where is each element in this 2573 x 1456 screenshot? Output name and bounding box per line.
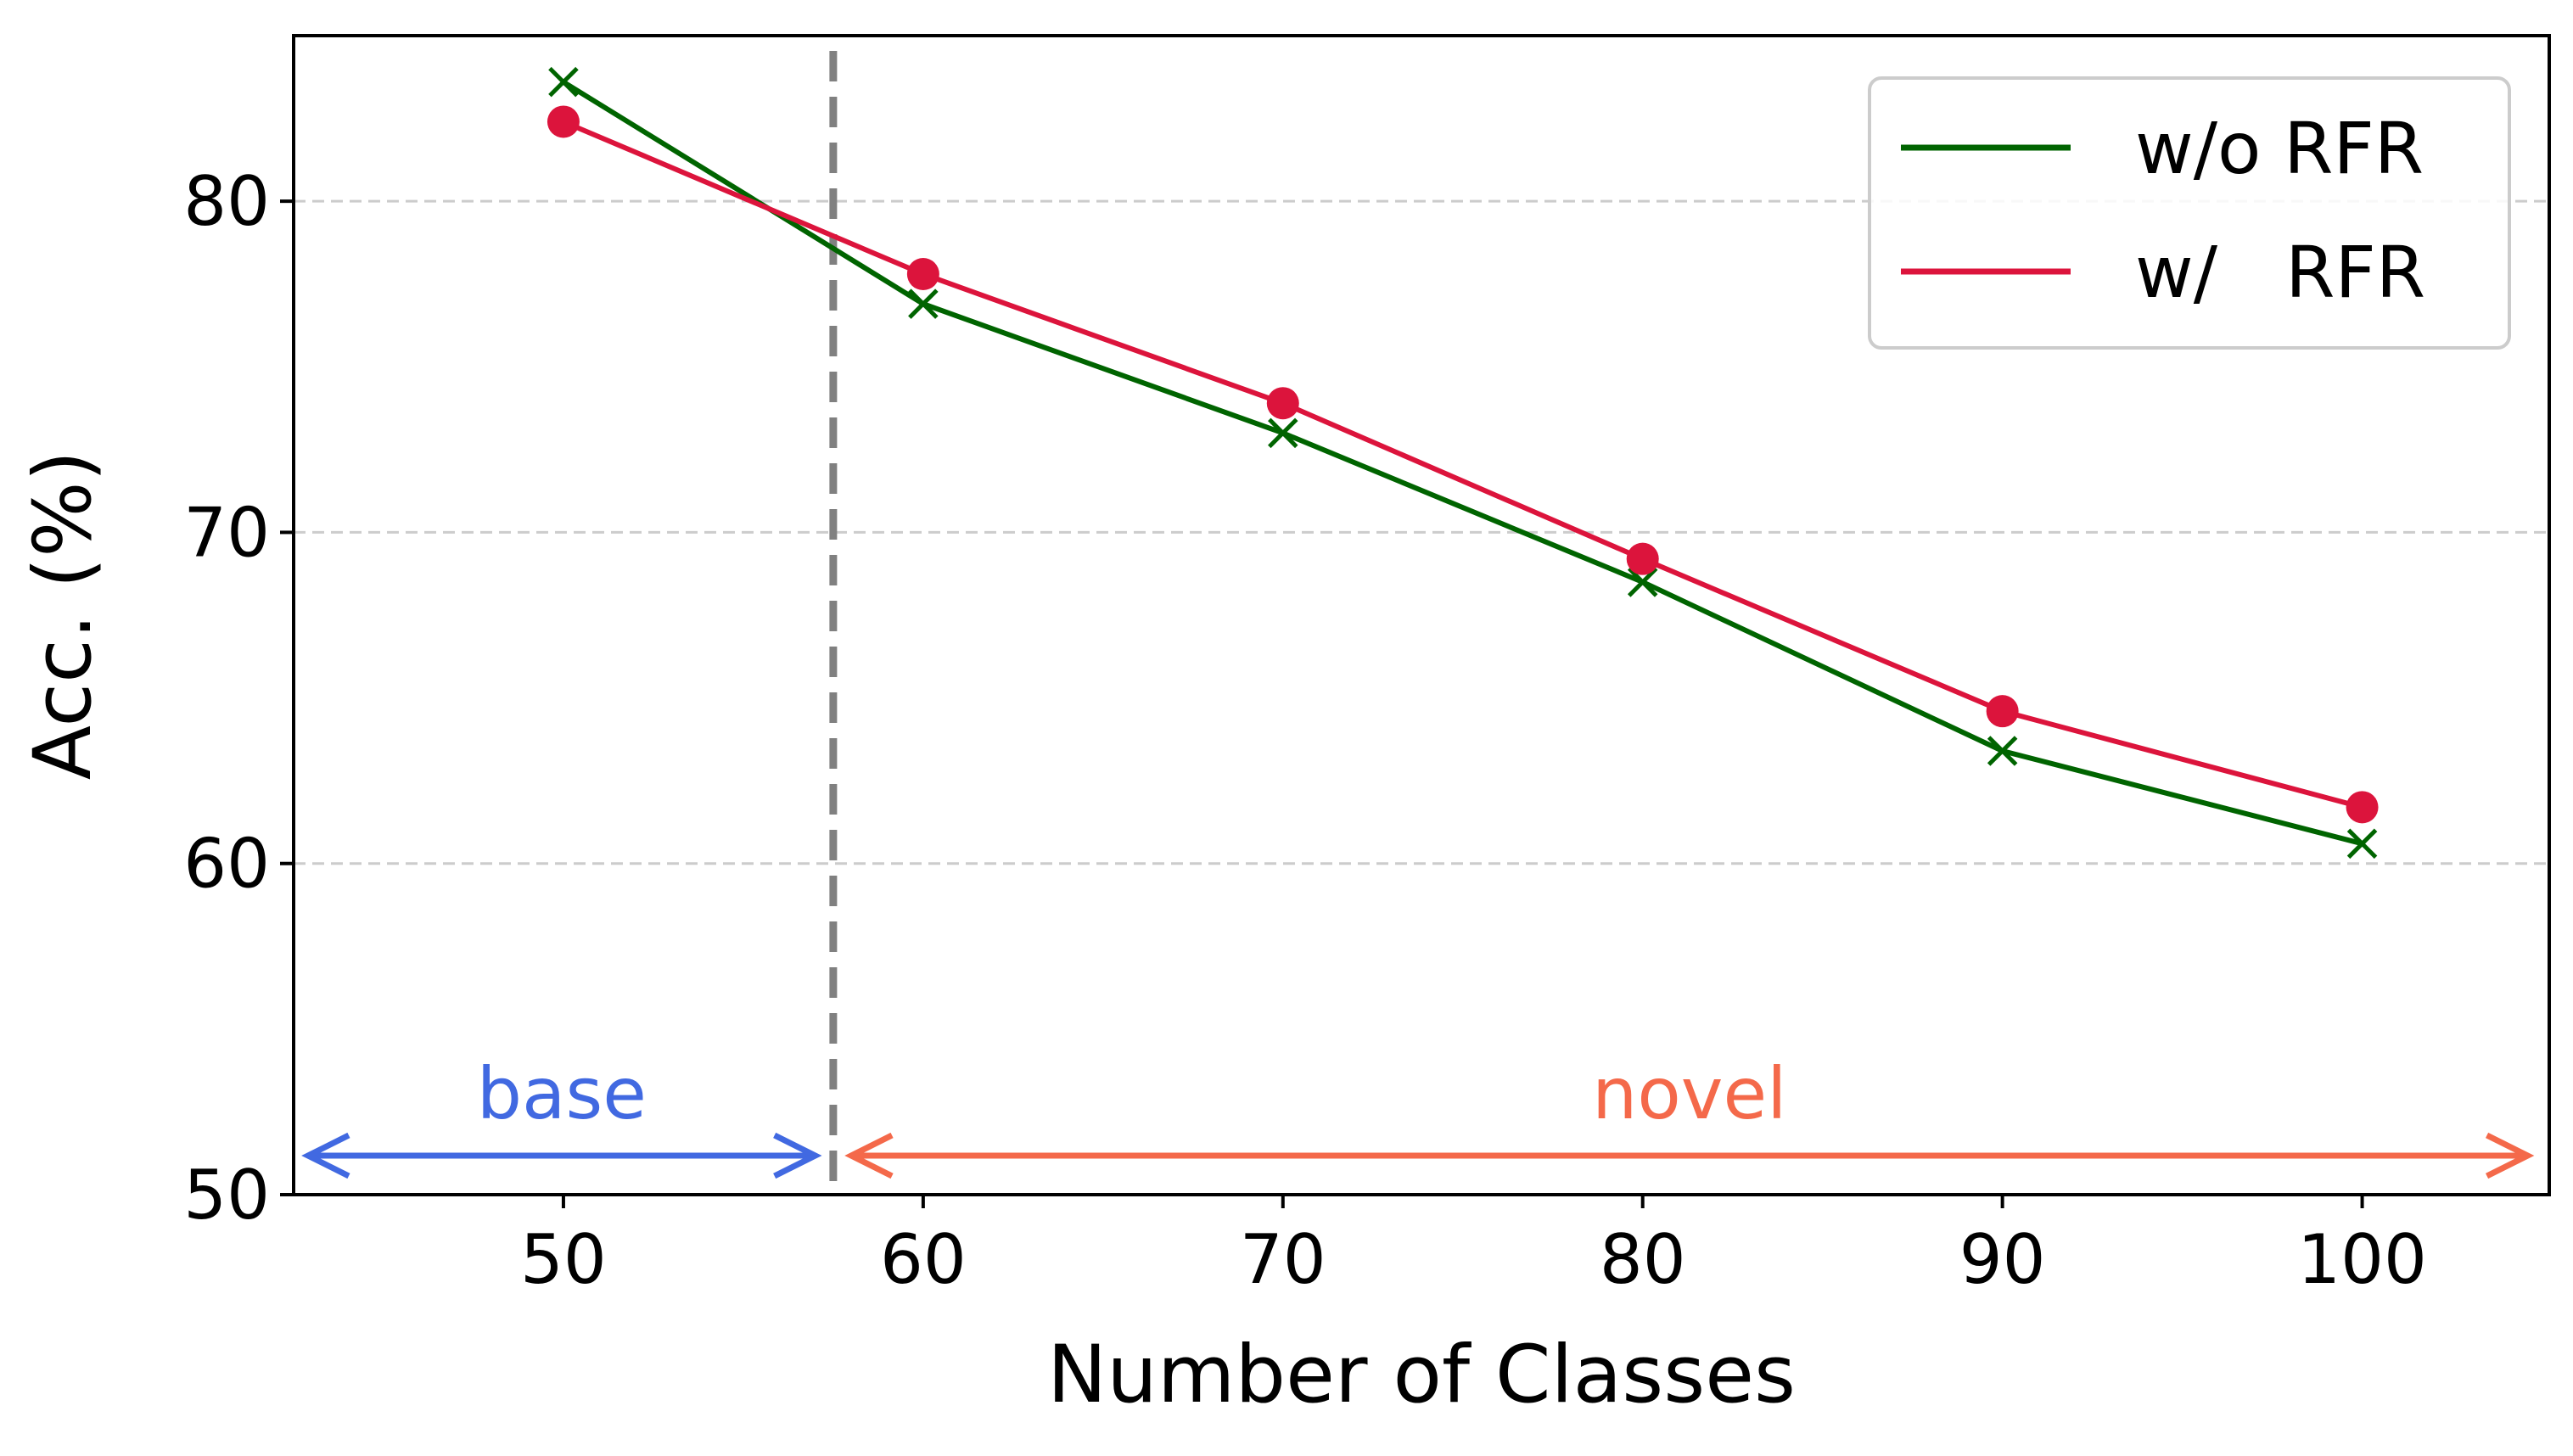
series-line-1 bbox=[562, 80, 2363, 847]
region-arrowhead-left-base bbox=[301, 1132, 350, 1179]
axis-ticks: 50 60 70 80 50 60 70 80 90 100 bbox=[183, 162, 2427, 1299]
region-annotations: base novel bbox=[301, 1052, 2535, 1179]
x-tick-label-90: 90 bbox=[1959, 1220, 2046, 1299]
y-tick-label-70: 70 bbox=[183, 493, 270, 572]
x-tick-label-100: 100 bbox=[2297, 1220, 2427, 1299]
region-base: base bbox=[301, 1052, 822, 1179]
series-1-point-70 bbox=[1268, 417, 1298, 449]
series-1-point-60 bbox=[908, 288, 939, 319]
grid-lines bbox=[294, 199, 2549, 865]
series-2-point-80 bbox=[1626, 542, 1659, 575]
series-2-point-60 bbox=[906, 258, 939, 291]
region-arrowhead-right-novel bbox=[2485, 1132, 2535, 1179]
region-label-base: base bbox=[477, 1052, 647, 1135]
series-1-point-90 bbox=[1987, 736, 2018, 766]
y-axis-title: Acc. (%) bbox=[17, 451, 109, 780]
region-arrowhead-right-base bbox=[773, 1132, 822, 1179]
region-label-novel: novel bbox=[1592, 1052, 1786, 1135]
x-tick-label-80: 80 bbox=[1600, 1220, 1686, 1299]
plot-frame bbox=[292, 34, 2551, 1196]
x-axis-title: Number of Classes bbox=[1047, 1329, 1796, 1421]
x-tick-label-60: 60 bbox=[880, 1220, 967, 1299]
series-2-point-70 bbox=[1266, 387, 1299, 420]
y-tick-label-60: 60 bbox=[183, 825, 270, 904]
x-tick-label-70: 70 bbox=[1240, 1220, 1326, 1299]
legend-label-1: w/o RFR bbox=[2135, 107, 2424, 190]
series-1-point-100 bbox=[2346, 828, 2378, 860]
series-group bbox=[547, 66, 2379, 860]
series-2-point-100 bbox=[2346, 791, 2379, 824]
region-novel: novel bbox=[844, 1052, 2535, 1179]
series-1-point-80 bbox=[1627, 567, 1658, 597]
legend-label-2: w/ RFR bbox=[2135, 231, 2425, 314]
y-tick-label-50: 50 bbox=[183, 1156, 270, 1235]
series-2-point-50 bbox=[547, 105, 580, 138]
y-tick-label-80: 80 bbox=[183, 162, 270, 241]
series-line-2 bbox=[562, 119, 2363, 810]
series-2-point-90 bbox=[1986, 695, 2019, 728]
legend: w/o RFR w/ RFR bbox=[1868, 76, 2511, 350]
series-1 bbox=[548, 66, 2378, 860]
region-arrowhead-left-novel bbox=[844, 1132, 894, 1179]
x-tick-label-50: 50 bbox=[520, 1220, 607, 1299]
series-2 bbox=[547, 105, 2379, 824]
series-1-point-50 bbox=[548, 66, 579, 98]
